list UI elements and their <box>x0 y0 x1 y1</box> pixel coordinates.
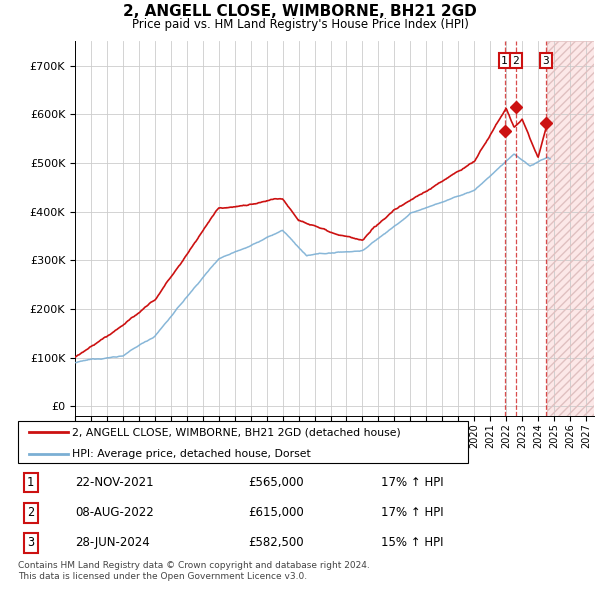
Text: 28-JUN-2024: 28-JUN-2024 <box>76 536 151 549</box>
Text: £565,000: £565,000 <box>248 476 304 489</box>
Bar <box>547 41 594 416</box>
FancyBboxPatch shape <box>18 421 468 463</box>
Text: 2, ANGELL CLOSE, WIMBORNE, BH21 2GD (detached house): 2, ANGELL CLOSE, WIMBORNE, BH21 2GD (det… <box>72 427 401 437</box>
Text: 2, ANGELL CLOSE, WIMBORNE, BH21 2GD: 2, ANGELL CLOSE, WIMBORNE, BH21 2GD <box>123 4 477 19</box>
Text: 3: 3 <box>27 536 34 549</box>
Text: 1: 1 <box>27 476 34 489</box>
Text: 08-AUG-2022: 08-AUG-2022 <box>76 506 154 519</box>
Text: 15% ↑ HPI: 15% ↑ HPI <box>381 536 443 549</box>
Text: £615,000: £615,000 <box>248 506 304 519</box>
Text: 17% ↑ HPI: 17% ↑ HPI <box>381 506 443 519</box>
Text: 3: 3 <box>543 56 550 65</box>
Text: 1: 1 <box>501 56 508 65</box>
Text: Price paid vs. HM Land Registry's House Price Index (HPI): Price paid vs. HM Land Registry's House … <box>131 18 469 31</box>
Text: HPI: Average price, detached house, Dorset: HPI: Average price, detached house, Dors… <box>72 449 311 459</box>
Bar <box>547 41 594 416</box>
Text: 22-NOV-2021: 22-NOV-2021 <box>76 476 154 489</box>
Text: 17% ↑ HPI: 17% ↑ HPI <box>381 476 443 489</box>
Text: 2: 2 <box>27 506 34 519</box>
Text: 2: 2 <box>512 56 519 65</box>
Text: £582,500: £582,500 <box>248 536 304 549</box>
Text: Contains HM Land Registry data © Crown copyright and database right 2024.
This d: Contains HM Land Registry data © Crown c… <box>18 560 370 581</box>
